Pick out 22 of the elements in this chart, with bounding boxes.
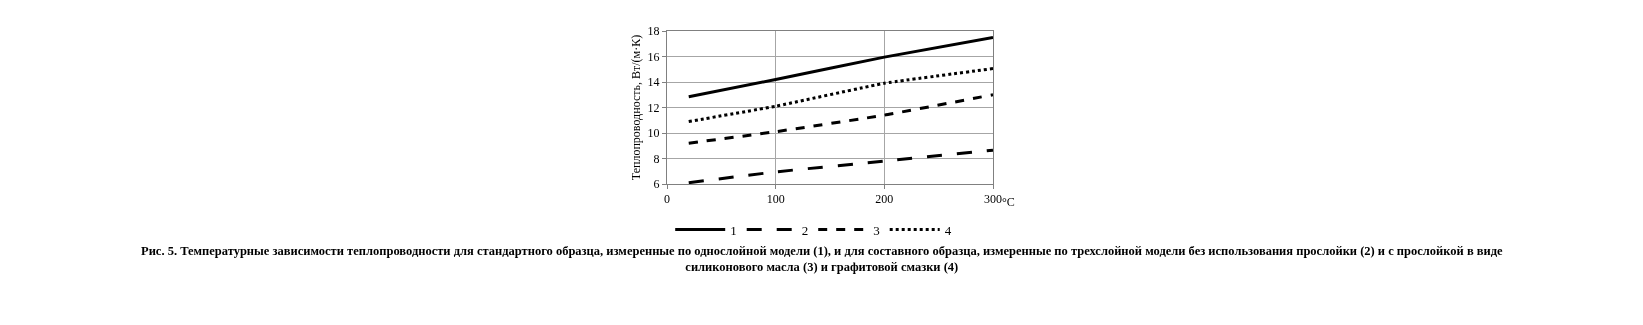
line-series <box>687 148 993 184</box>
legend-label: 3 <box>873 222 880 238</box>
y-tick-label: 10 <box>647 126 660 141</box>
y-tick-label: 14 <box>647 75 660 90</box>
x-tick-label: 100 <box>766 192 785 207</box>
x-tick-label: 0 <box>664 192 670 207</box>
y-tick-label: 6 <box>653 177 660 192</box>
legend-label: 2 <box>801 222 809 238</box>
legend-label: 1 <box>730 222 737 238</box>
x-axis-title: °C <box>1002 195 1015 209</box>
y-axis-title: Теплопроводность, Вт/(м·К) <box>628 34 643 181</box>
x-tick-label: 200 <box>875 192 894 207</box>
y-tick-label: 18 <box>647 24 660 39</box>
y-tick-label: 16 <box>647 49 660 64</box>
x-tick-label: 300 <box>984 192 1002 207</box>
line-series <box>687 67 993 124</box>
legend-label: 4 <box>944 222 952 238</box>
line-series <box>687 93 993 145</box>
y-tick-label: 8 <box>653 151 660 166</box>
y-tick-label: 12 <box>647 100 660 115</box>
line-series <box>687 35 993 99</box>
text: Рис. 5. Температурные зависимости теплопроводности для стандартного образца, измеренные по однослойной модели (1), и для составного образца, измеренные по трехслойной модели без использования прослойки (2) и с прослойкой в виде силиконового масла (3) и графитовой смазки (4) <box>141 244 1504 275</box>
